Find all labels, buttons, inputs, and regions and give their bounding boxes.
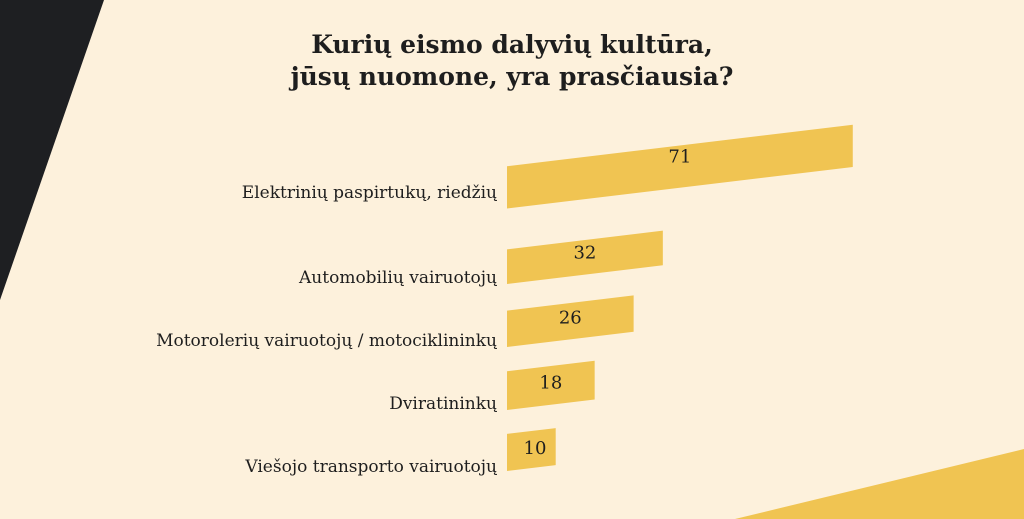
category-label-5: Viešojo transporto vairuotojų [244, 457, 497, 477]
bar-1 [507, 124, 853, 209]
bar-5 [507, 428, 556, 471]
bar-3 [507, 295, 634, 347]
yellow-corner-shape [735, 449, 1024, 519]
chart-title-line-2: jūsų nuomone, yra prasčiausia? [290, 62, 734, 91]
value-label-2: 32 [573, 243, 596, 264]
bar-2 [507, 230, 663, 284]
bar-4 [507, 360, 595, 410]
category-label-1: Elektrinių paspirtukų, riedžių [242, 183, 497, 203]
value-label-3: 26 [559, 307, 582, 328]
category-label-4: Dviratininkų [389, 394, 497, 414]
value-label-1: 71 [668, 146, 691, 167]
chart-title-line-1: Kurių eismo dalyvių kultūra, [311, 30, 713, 59]
category-label-2: Automobilių vairuotojų [298, 268, 497, 288]
value-label-5: 10 [524, 438, 547, 459]
dark-corner-shape [0, 0, 104, 300]
value-label-4: 18 [539, 373, 562, 394]
category-label-3: Motorolerių vairuotojų / motociklininkų [156, 331, 497, 351]
